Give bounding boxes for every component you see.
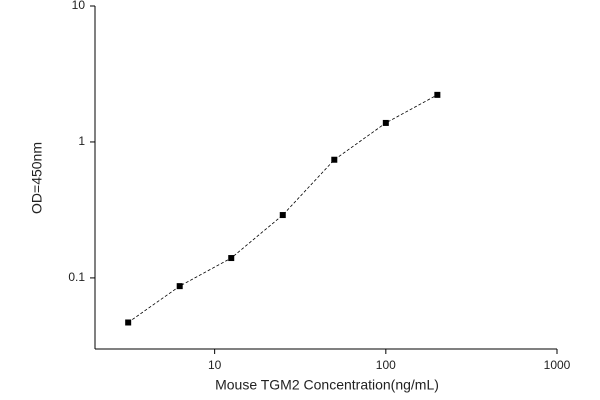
x-tick-label: 100 — [376, 358, 396, 372]
y-tick-label: 10 — [72, 0, 86, 12]
data-point — [176, 283, 183, 290]
data-point — [125, 319, 132, 326]
x-tick-label: 1000 — [544, 358, 571, 372]
data-point — [331, 156, 338, 163]
y-tick-label: 0.1 — [68, 270, 85, 284]
x-axis-label: Mouse TGM2 Concentration(ng/mL) — [215, 377, 439, 393]
x-tick-label: 10 — [208, 358, 222, 372]
data-point — [228, 255, 235, 262]
data-point — [279, 212, 286, 219]
data-point — [382, 119, 389, 126]
y-axis-label: OD=450nm — [29, 142, 45, 214]
y-tick-label: 1 — [78, 134, 85, 148]
data-point — [434, 91, 441, 98]
series-line — [127, 94, 438, 323]
